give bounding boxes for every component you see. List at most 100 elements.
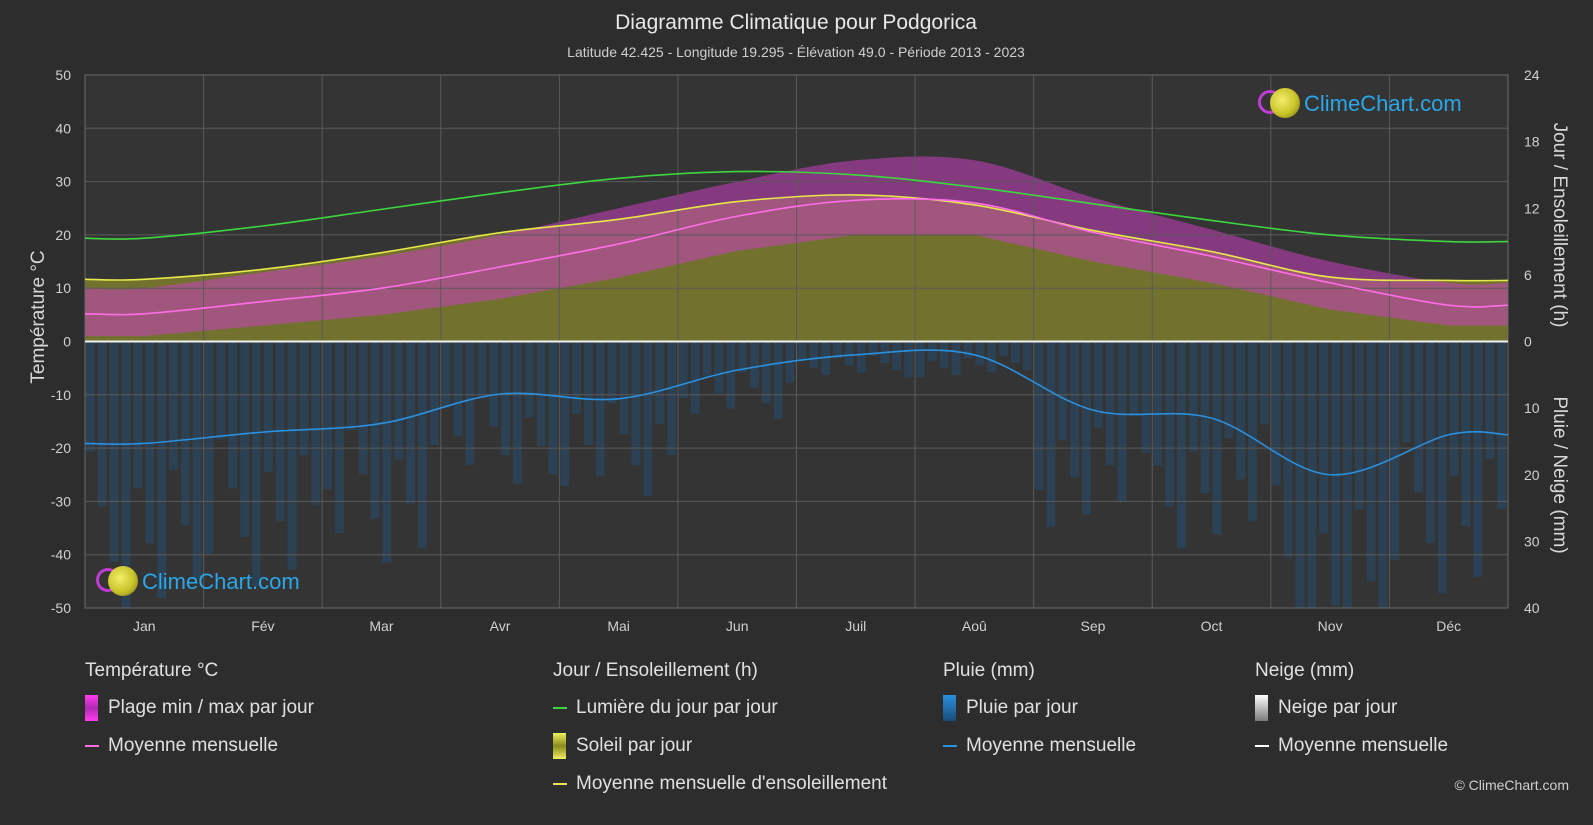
legend-sunshine-mean: Moyenne mensuelle d'ensoleillement [553,772,887,796]
rain-bar [904,341,914,378]
x-tick-label: Juil [845,618,866,634]
rain-bar [109,341,119,562]
legend-label: Moyenne mensuelle d'ensoleillement [576,773,887,794]
rain-bar [678,341,688,399]
rain-bar [1165,341,1174,507]
legend-temperature: Température °C Plage min / max par jour … [85,660,314,772]
rain-bar [524,341,534,418]
daylight-swatch [553,707,567,709]
rain-bar [1212,341,1222,535]
legend-label: Soleil par jour [576,735,693,756]
legend-temp-mean: Moyenne mensuelle [85,734,314,758]
y-right-bottom-label: Pluie / Neige (mm) [1549,396,1570,553]
rain-bar [240,341,250,538]
sunshine-swatch [553,733,566,759]
y-left-label: Température °C [28,250,49,383]
rain-bar [1295,341,1305,608]
rain-bar [1497,341,1506,510]
temp-range-swatch [85,695,98,721]
x-tick-label: Fév [251,618,274,634]
rain-bar [1176,341,1186,549]
y-left-tick: 30 [55,174,71,190]
legend-label: Lumière du jour par jour [576,697,778,718]
rain-bar [750,341,759,388]
legend-label: Plage min / max par jour [108,697,314,718]
rain-bar [548,341,558,475]
rain-bar [1188,341,1198,452]
rain-bar [702,341,712,378]
rain-bar [1153,341,1163,466]
brand-text: ClimeChart.com [1304,91,1462,116]
rain-bar [821,341,831,376]
x-tick-label: Sep [1080,618,1105,634]
climechart-logo-icon [96,566,138,598]
rain-bar [1248,341,1257,521]
x-tick-label: Aoû [962,618,987,634]
rain-bar [169,341,178,470]
rain-bar [1105,341,1115,466]
y-right-bottom-tick: 10 [1524,400,1540,416]
rain-bar [1082,341,1091,515]
rain-bar [1331,341,1340,606]
rain-bar [963,341,973,359]
legend-label: Moyenne mensuelle [966,735,1137,756]
rain-swatch [943,695,956,721]
rain-bar [868,341,878,356]
rain-bar [204,341,214,554]
chart-title: Diagramme Climatique pour Podgorica [615,11,977,34]
rain-bar [335,341,344,534]
legend-snow-title: Neige (mm) [1255,660,1355,681]
y-left-tick: -40 [51,547,71,563]
rain-bar [263,341,273,472]
rain-bar [1414,341,1423,493]
climechart-logo-icon [1258,88,1300,120]
rain-bar [667,341,676,455]
plot-area: 50 40 30 20 10 0 -10 -20 -30 -40 -50 24 18 12 6 0 10 20 30… [51,67,1540,634]
rain-mean-swatch [943,745,957,747]
rain-bar [1224,341,1234,439]
rain-bar [714,341,724,394]
rain-bar [1093,341,1103,428]
chart-subtitle: Latitude 42.425 - Longitude 19.295 - Élé… [567,44,1025,60]
legend-temperature-title: Température °C [85,660,219,681]
legend-rain: Pluie (mm) Pluie par jour Moyenne mensue… [943,660,1136,772]
rain-bar [690,341,700,414]
rain-bar [1390,341,1400,560]
rain-bar [1485,341,1495,460]
y-right-bottom-tick: 30 [1524,533,1540,549]
rain-bar [394,341,404,460]
rain-bar [927,341,937,361]
legend-snow-mean: Moyenne mensuelle [1255,734,1448,758]
rain-bar [1141,341,1151,453]
x-tick-label: Jun [726,618,749,634]
sunshine-mean-swatch [553,783,567,785]
daylight-line [84,170,1509,243]
rain-bar [406,341,416,504]
legend-sunshine: Soleil par jour [553,733,887,759]
y-right-bottom-tick: 20 [1524,467,1540,483]
rain-bar [607,341,617,404]
legend-snow: Neige (mm) Neige par jour Moyenne mensue… [1255,660,1448,772]
brand-text: ClimeChart.com [142,569,300,594]
y-left-tick: 0 [63,334,71,350]
rain-bar [1283,341,1293,558]
temp-mean-swatch [85,745,99,747]
rain-bar [1034,341,1044,490]
legend-snow-daily: Neige par jour [1255,695,1448,721]
y-right-top-tick: 6 [1524,267,1532,283]
rain-bar [844,341,854,366]
sunshine-mean-line [84,194,1509,282]
rain-bar [453,341,463,437]
rain-bar [584,341,593,445]
rain-bar [892,341,902,371]
rain-bar [252,341,261,587]
rain-bar [560,341,570,486]
y-left-tick: 10 [55,280,71,296]
snow-mean-swatch [1255,745,1269,747]
rain-bar [1271,341,1281,486]
y-right-top-tick: 12 [1524,200,1540,216]
rain-bar [833,341,842,359]
rain-bar [1425,341,1435,543]
rain-bar [773,341,783,419]
x-tick-label: Nov [1318,618,1343,634]
